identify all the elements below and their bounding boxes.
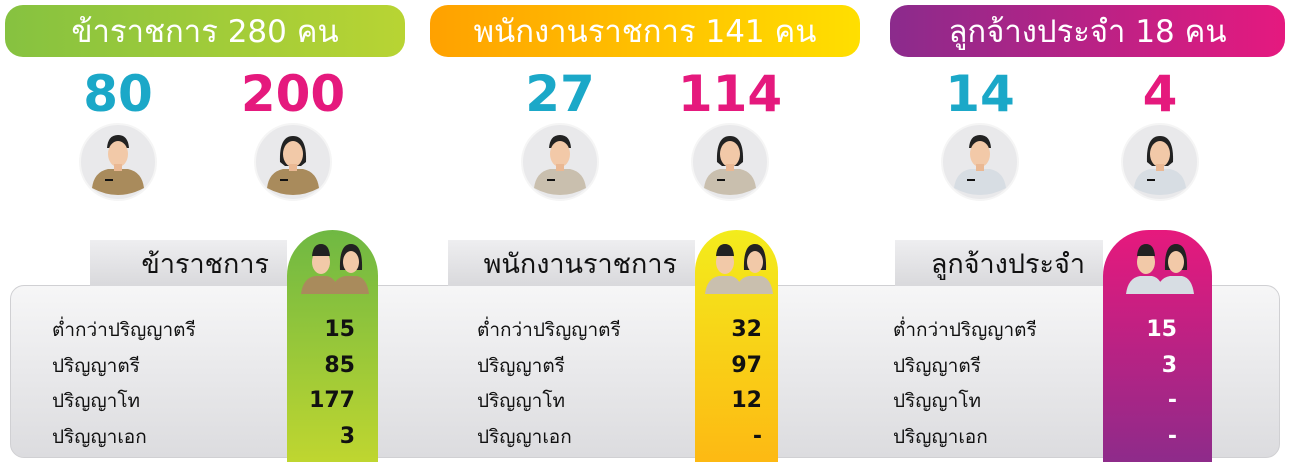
group-header: พนักงานราชการ 141 คน <box>430 5 860 57</box>
female-count: 114 <box>650 62 810 126</box>
row-label: ปริญญาเอก <box>893 425 988 449</box>
row-label: ปริญญาเอก <box>477 425 572 449</box>
female-avatar <box>1120 122 1200 206</box>
row-label: ปริญญาเอก <box>52 425 147 449</box>
row-value: 32 <box>682 318 762 342</box>
column-icon <box>1118 236 1198 300</box>
group-tab: ข้าราชการ <box>90 240 287 286</box>
row-value: 3 <box>275 425 355 449</box>
row-label: ปริญญาตรี <box>893 354 981 378</box>
row-value: 15 <box>1097 318 1177 342</box>
female-count: 4 <box>1080 62 1240 126</box>
row-value: 3 <box>1097 354 1177 378</box>
row-label: ปริญญาโท <box>477 389 565 413</box>
row-value: 177 <box>275 389 355 413</box>
row-value: - <box>1097 425 1177 449</box>
table-body <box>10 285 1280 458</box>
row-value: 97 <box>682 354 762 378</box>
male-avatar <box>520 122 600 206</box>
row-label: ต่ำกว่าปริญญาตรี <box>52 318 196 342</box>
row-label: ต่ำกว่าปริญญาตรี <box>893 318 1037 342</box>
row-value: 85 <box>275 354 355 378</box>
group-tab: พนักงานราชการ <box>448 240 695 286</box>
male-count: 27 <box>480 62 640 126</box>
female-avatar <box>690 122 770 206</box>
row-label: ต่ำกว่าปริญญาตรี <box>477 318 621 342</box>
group-tab: ลูกจ้างประจำ <box>895 240 1103 286</box>
female-count: 200 <box>213 62 373 126</box>
row-label: ปริญญาโท <box>893 389 981 413</box>
male-avatar <box>78 122 158 206</box>
row-value: 15 <box>275 318 355 342</box>
row-value: - <box>1097 389 1177 413</box>
row-label: ปริญญาตรี <box>52 354 140 378</box>
row-label: ปริญญาโท <box>52 389 140 413</box>
male-avatar <box>940 122 1020 206</box>
group-header: ลูกจ้างประจำ 18 คน <box>890 5 1285 57</box>
column-icon <box>697 236 777 300</box>
page: {"groups":[ {"title":"ข้าราชการ 280 คน",… <box>0 0 1290 462</box>
row-value: - <box>682 425 762 449</box>
row-label: ปริญญาตรี <box>477 354 565 378</box>
group-header: ข้าราชการ 280 คน <box>5 5 405 57</box>
female-avatar <box>253 122 333 206</box>
column-icon <box>293 236 373 300</box>
male-count: 80 <box>38 62 198 126</box>
male-count: 14 <box>900 62 1060 126</box>
row-value: 12 <box>682 389 762 413</box>
